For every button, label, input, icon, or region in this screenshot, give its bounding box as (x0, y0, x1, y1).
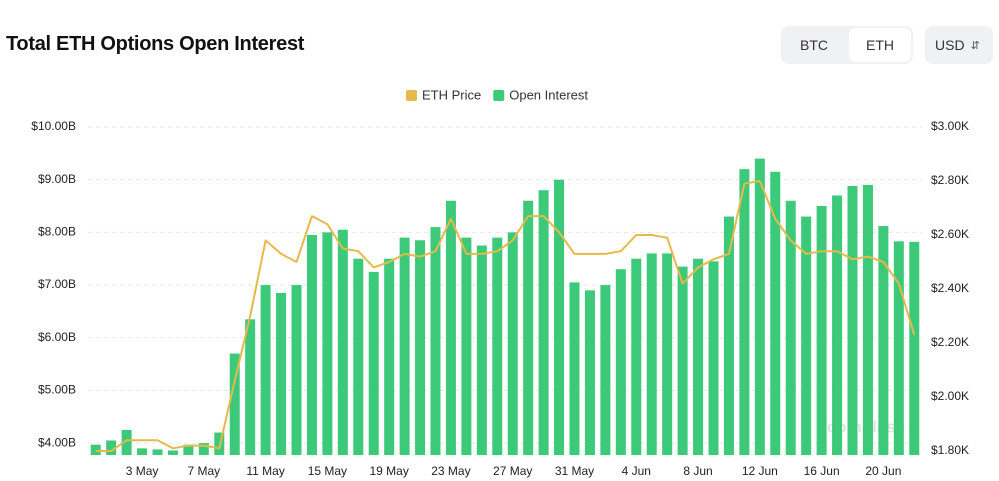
bar (785, 200, 796, 455)
bar (492, 237, 503, 455)
bar (801, 216, 812, 455)
tab-btc[interactable]: BTC (800, 37, 828, 53)
x-tick-label: 23 May (431, 464, 470, 478)
y-tick-label: $6.00B (38, 330, 76, 344)
y-tick-label: $5.00B (38, 383, 76, 397)
bar (306, 235, 317, 455)
price-line (95, 180, 916, 452)
x-tick-label: 11 May (246, 464, 284, 478)
x-tick-label: 20 Jun (865, 464, 901, 478)
bar (106, 440, 117, 455)
bar (662, 253, 673, 455)
x-tick-label: 3 May (126, 464, 159, 478)
bar (198, 443, 209, 455)
bar (832, 195, 843, 456)
bar (554, 179, 565, 455)
x-tick-label: 31 May (555, 464, 594, 478)
bar (167, 450, 178, 455)
bar (368, 271, 379, 455)
y2-tick-label: $2.60K (931, 227, 969, 241)
y2-tick-label: $2.00K (931, 389, 969, 403)
tab-eth[interactable]: ETH (849, 28, 911, 62)
bar (121, 429, 132, 455)
bar (770, 171, 781, 455)
bar (677, 266, 688, 455)
x-tick-label: 16 Jun (804, 464, 840, 478)
y2-tick-label: $2.40K (931, 281, 969, 295)
bar (260, 285, 271, 455)
currency-select[interactable]: USD ⇵ (925, 26, 993, 64)
bar (862, 184, 873, 455)
bar (461, 237, 472, 455)
x-tick-label: 7 May (187, 464, 220, 478)
bar (847, 186, 858, 455)
bar (816, 206, 827, 455)
x-tick-label: 12 Jun (742, 464, 778, 478)
currency-label: USD (935, 37, 965, 53)
y-tick-label: $8.00B (38, 225, 76, 239)
bar (276, 292, 287, 455)
x-tick-label: 27 May (493, 464, 532, 478)
bar (384, 258, 395, 455)
bar (415, 240, 426, 455)
coin-tabs: BTC ETH (781, 26, 913, 64)
bar (507, 232, 518, 455)
y2-tick-label: $1.80K (931, 443, 969, 457)
bar (214, 432, 225, 455)
bar (137, 448, 148, 455)
chevron: ⇵ (970, 39, 980, 52)
bar (723, 216, 734, 455)
bar (399, 237, 410, 455)
y-tick-label: $10.00B (31, 119, 76, 133)
bar (754, 158, 765, 456)
bar (183, 444, 194, 455)
bar (523, 200, 534, 455)
legend-swatch (406, 90, 417, 101)
bar (600, 285, 611, 455)
bar (631, 258, 642, 455)
y2-tick-label: $2.20K (931, 335, 969, 349)
x-tick-label: 19 May (369, 464, 408, 478)
bar (476, 245, 487, 455)
bar (693, 258, 704, 455)
y-tick-label: $9.00B (38, 172, 76, 186)
bar (646, 253, 657, 455)
bar (322, 232, 333, 455)
bar (893, 241, 904, 455)
bar (538, 190, 549, 455)
bar (584, 290, 595, 455)
bar (445, 200, 456, 455)
bar (615, 269, 626, 455)
legend-swatch (493, 90, 505, 101)
bar (291, 285, 302, 455)
x-tick-label: 8 Jun (683, 464, 712, 478)
y2-tick-label: $2.80K (931, 173, 969, 187)
x-tick-label: 4 Jun (622, 464, 651, 478)
bar (878, 226, 889, 455)
y-tick-label: $4.00B (38, 435, 76, 449)
bar (229, 353, 240, 455)
chart-title: Total ETH Options Open Interest (6, 33, 305, 55)
bar (430, 227, 441, 455)
bar (708, 261, 719, 455)
legend-label: Open Interest (509, 87, 588, 102)
bar (909, 241, 920, 455)
bar (739, 169, 750, 455)
legend-label: ETH Price (422, 87, 481, 102)
bar (152, 449, 163, 455)
y-tick-label: $7.00B (38, 277, 76, 291)
bar (245, 319, 256, 455)
bar (90, 444, 101, 455)
y2-tick-label: $3.00K (931, 119, 969, 133)
bar (337, 229, 348, 455)
bar (353, 258, 364, 455)
x-tick-label: 15 May (308, 464, 347, 478)
bar (569, 282, 580, 455)
